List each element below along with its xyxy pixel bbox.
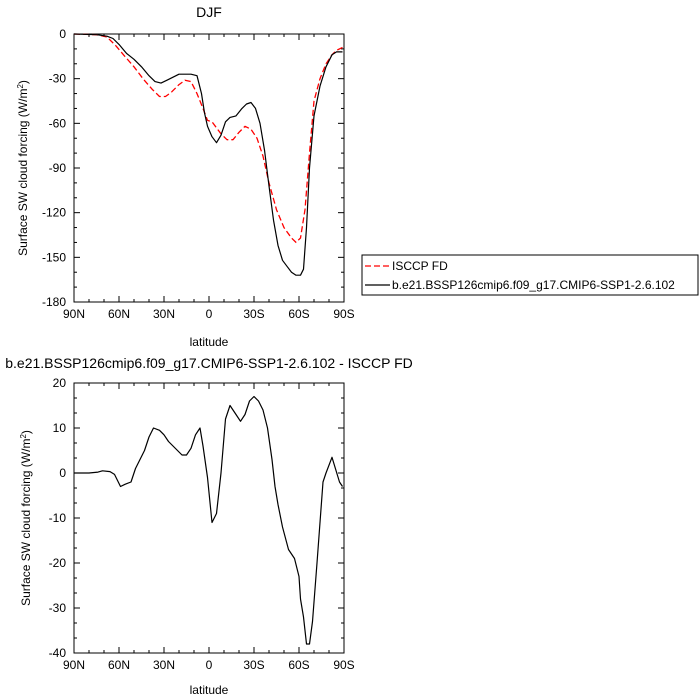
top-y-tick-label: -30 xyxy=(49,72,67,86)
bottom-y-axis-label: Surface SW cloud forcing (W/m2) xyxy=(19,430,33,606)
top-tick-labels: 90N 60N 30N 0 30S 60S 90S 0 -30 -60 -90 -120 -150 -18… xyxy=(42,27,355,321)
bottom-y-tick-label: 0 xyxy=(59,466,66,480)
top-x-tick-label: 60S xyxy=(288,307,309,321)
bottom-y-tick-label: -10 xyxy=(49,511,67,525)
legend-label-isccp: ISCCP FD xyxy=(392,259,448,273)
top-y-tick-label: -120 xyxy=(42,206,66,220)
top-x-tick-label: 60N xyxy=(108,307,130,321)
top-x-tick-label: 90N xyxy=(63,307,85,321)
top-tick-marks xyxy=(73,33,345,303)
top-chart-title: DJF xyxy=(196,4,222,20)
top-panel: DJF 90N 60N 30N 0 30S 60S 90S 0 -30 -60 -90 -120 -15… xyxy=(16,4,355,349)
bottom-x-axis-label: latitude xyxy=(190,683,229,697)
bottom-chart-title: b.e21.BSSP126cmip6.f09_g17.CMIP6-SSP1-2.… xyxy=(5,355,413,371)
bottom-y-tick-label: -30 xyxy=(49,601,67,615)
bottom-x-tick-label: 60S xyxy=(288,658,309,672)
bottom-y-tick-label: 10 xyxy=(53,421,67,435)
bottom-y-tick-label: -20 xyxy=(49,556,67,570)
bottom-series-line-0 xyxy=(74,395,343,645)
bottom-series-lines xyxy=(74,395,343,645)
top-y-tick-label: -60 xyxy=(49,116,67,130)
top-x-tick-label: 30N xyxy=(153,307,175,321)
top-x-tick-label: 90S xyxy=(333,307,354,321)
bottom-x-tick-label: 30N xyxy=(153,658,175,672)
top-y-tick-label: -90 xyxy=(49,161,67,175)
legend-label-model: b.e21.BSSP126cmip6.f09_g17.CMIP6-SSP1-2.… xyxy=(392,278,675,292)
top-series-line-1 xyxy=(73,33,343,276)
top-x-tick-label: 30S xyxy=(243,307,264,321)
bottom-panel: b.e21.BSSP126cmip6.f09_g17.CMIP6-SSP1-2.… xyxy=(5,355,413,697)
bottom-x-tick-label: 60N xyxy=(108,658,130,672)
bottom-y-tick-label: 20 xyxy=(53,376,67,390)
top-x-tick-label: 0 xyxy=(206,307,213,321)
bottom-tick-marks xyxy=(73,382,345,654)
bottom-plot-frame xyxy=(73,382,345,654)
legend-box xyxy=(361,254,699,296)
bottom-x-tick-label: 30S xyxy=(243,658,264,672)
bottom-y-tick-label: -40 xyxy=(49,646,67,660)
top-series-line-0 xyxy=(73,33,343,244)
bottom-x-tick-label: 0 xyxy=(206,658,213,672)
top-series-lines xyxy=(73,33,343,276)
bottom-tick-labels: 90N 60N 30N 0 30S 60S 90S 20 10 0 -10 -20 -30 -40 xyxy=(49,376,355,672)
top-y-axis-label: Surface SW cloud forcing (W/m2) xyxy=(16,80,30,256)
legend: ISCCP FD b.e21.BSSP126cmip6.f09_g17.CMIP… xyxy=(361,254,699,296)
top-y-tick-label: 0 xyxy=(59,27,66,41)
bottom-x-tick-label: 90N xyxy=(63,658,85,672)
top-y-tick-label: -150 xyxy=(42,250,66,264)
top-x-axis-label: latitude xyxy=(190,335,229,349)
top-y-tick-label: -180 xyxy=(42,295,66,309)
bottom-x-tick-label: 90S xyxy=(333,658,354,672)
